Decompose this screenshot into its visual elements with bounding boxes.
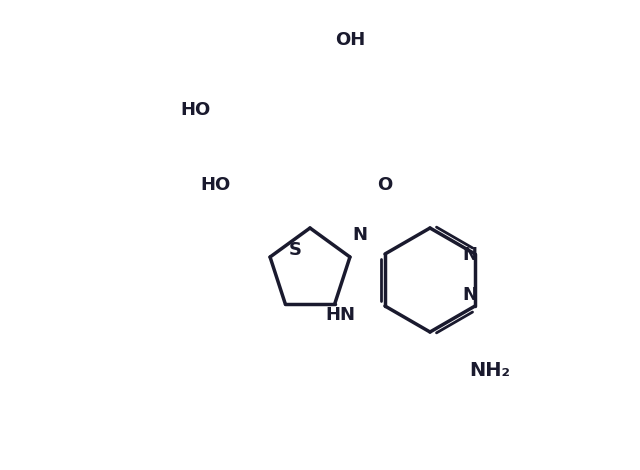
Text: NH₂: NH₂ [470, 360, 511, 379]
Text: N: N [463, 246, 477, 264]
Text: S: S [289, 241, 301, 259]
Text: N: N [353, 226, 367, 244]
Text: N: N [463, 286, 477, 304]
Text: OH: OH [335, 31, 365, 49]
Text: HO: HO [200, 176, 230, 194]
Text: HN: HN [325, 306, 355, 324]
Text: HO: HO [180, 101, 210, 119]
Text: O: O [378, 176, 392, 194]
